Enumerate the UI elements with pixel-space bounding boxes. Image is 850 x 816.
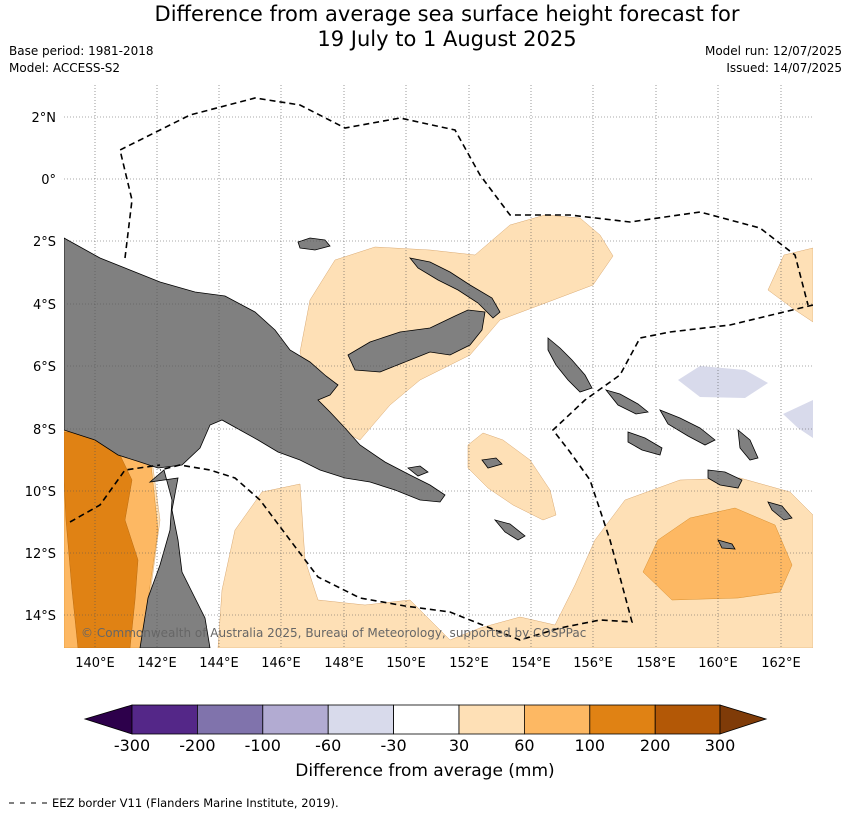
model-run: Model run: 12/07/2025: [704, 44, 842, 58]
meta-right: Model run: 12/07/2025 Issued: 14/07/2025: [705, 43, 842, 77]
colorbar-tick-label: -100: [245, 736, 281, 755]
colorbar-segment: [262, 704, 329, 735]
meta-left: Base period: 1981-2018 Model: ACCESS-S2: [9, 43, 154, 77]
colorbar-tick-label: -300: [114, 736, 150, 755]
title-line-2: 19 July to 1 August 2025: [317, 27, 577, 51]
new-ireland: [409, 257, 501, 319]
anomaly-region-negative-2: [783, 400, 813, 438]
map-title: Difference from average sea surface heig…: [0, 2, 850, 52]
guadalcanal: [627, 431, 663, 456]
colorbar-segment: [196, 704, 264, 735]
eez-png-solomon: [159, 304, 813, 641]
colorbar-tick-label: 200: [640, 736, 671, 755]
dentrecasteaux: [407, 465, 429, 477]
lat-label: 10°S: [25, 485, 56, 500]
malaita: [737, 429, 759, 461]
lon-label: 156°E: [573, 656, 613, 671]
eez-png-north: [119, 97, 809, 306]
colorbar-title: Difference from average (mm): [295, 761, 555, 781]
colorbar-tick-label: 300: [705, 736, 736, 755]
lon-axis: 140°E 142°E 144°E 146°E 148°E 150°E 152°…: [75, 656, 801, 671]
rennell: [717, 539, 736, 550]
choiseul: [604, 389, 649, 415]
new-guinea: [64, 237, 446, 503]
eez-border: [69, 97, 813, 641]
woodlark: [481, 457, 503, 469]
anomaly-region-coral-sea-core: [642, 507, 793, 601]
model-name: Model: ACCESS-S2: [9, 61, 121, 75]
lon-label: 140°E: [75, 656, 115, 671]
colorbar-segment: [393, 704, 460, 735]
lat-label: 2°S: [33, 235, 56, 250]
title-line-1: Difference from average sea surface heig…: [154, 2, 740, 26]
colorbar: [83, 704, 768, 735]
lat-label: 0°: [41, 173, 56, 188]
anomaly-minus-60-30: [678, 366, 813, 438]
colorbar-segment: [524, 704, 591, 735]
colorbar-segment: [654, 704, 721, 735]
louisiade: [493, 519, 526, 541]
lon-label: 154°E: [511, 656, 551, 671]
map-area: © Commonwealth of Australia 2025, Bureau…: [64, 85, 813, 648]
colorbar-extend-high: [719, 704, 768, 735]
colorbar-tick-label: -30: [381, 736, 407, 755]
colorbar-tick-label: 100: [575, 736, 606, 755]
bougainville: [547, 337, 593, 393]
lon-label: 158°E: [636, 656, 676, 671]
lon-label: 146°E: [261, 656, 301, 671]
lon-label: 160°E: [698, 656, 738, 671]
anomaly-region-solomon-sea: [467, 432, 557, 521]
colorbar-segment: [589, 704, 656, 735]
lon-label: 152°E: [449, 656, 489, 671]
colorbar-extend-low: [83, 704, 133, 735]
lon-label: 150°E: [386, 656, 426, 671]
colorbar-segment: [131, 704, 198, 735]
santa-cruz: [767, 501, 793, 521]
eez-gulf: [69, 464, 161, 523]
santa-isabel: [659, 409, 716, 446]
colorbar-segment: [327, 704, 395, 735]
copyright-notice: © Commonwealth of Australia 2025, Bureau…: [81, 626, 586, 640]
colorbar-segment: [458, 704, 525, 735]
cape-york: [139, 469, 211, 648]
base-period: Base period: 1981-2018: [9, 44, 154, 58]
lat-axis: 2°N 0° 2°S 4°S 6°S 8°S 10°S 12°S 14°S: [25, 111, 56, 624]
new-britain: [347, 309, 486, 373]
lon-label: 148°E: [324, 656, 364, 671]
lon-label: 142°E: [137, 656, 177, 671]
colorbar-tick-label: -60: [315, 736, 341, 755]
land: [64, 237, 793, 648]
issued-date: Issued: 14/07/2025: [726, 61, 842, 75]
colorbar-tick-label: -200: [179, 736, 215, 755]
lon-label: 144°E: [199, 656, 239, 671]
lat-label: 4°S: [33, 298, 56, 313]
colorbar-tick-label: 60: [514, 736, 534, 755]
eez-legend-note: EEZ border V11 (Flanders Marine Institut…: [52, 796, 339, 810]
lon-label: 162°E: [761, 656, 801, 671]
colorbar-ticks: -300 -200 -100 -60 -30 30 60 100 200 300: [114, 736, 735, 755]
lat-label: 12°S: [25, 547, 56, 562]
lat-label: 2°N: [32, 111, 57, 126]
lat-label: 6°S: [33, 360, 56, 375]
lat-label: 14°S: [25, 609, 56, 624]
anomaly-region-negative-1: [678, 366, 768, 398]
gridlines: [64, 85, 813, 648]
makira: [707, 469, 743, 489]
lat-label: 8°S: [33, 423, 56, 438]
anomaly-region-east: [767, 247, 813, 323]
colorbar-tick-label: 30: [449, 736, 469, 755]
